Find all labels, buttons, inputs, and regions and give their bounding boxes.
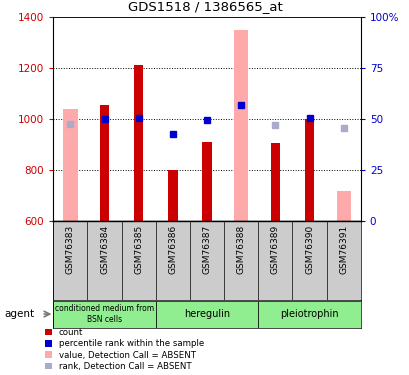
- Bar: [134, 65, 143, 221]
- Text: GSM76385: GSM76385: [134, 224, 143, 274]
- Text: heregulin: heregulin: [184, 309, 229, 319]
- Bar: [234, 30, 248, 221]
- Text: GSM76384: GSM76384: [100, 224, 109, 273]
- Text: pleiotrophin: pleiotrophin: [280, 309, 338, 319]
- Bar: [168, 170, 177, 221]
- Bar: [202, 142, 211, 221]
- Bar: [336, 190, 350, 221]
- Text: GSM76391: GSM76391: [338, 224, 347, 274]
- FancyBboxPatch shape: [53, 301, 155, 328]
- Text: agent: agent: [4, 309, 34, 319]
- Bar: [99, 105, 109, 221]
- Text: GSM76383: GSM76383: [66, 224, 75, 274]
- FancyBboxPatch shape: [258, 301, 360, 328]
- FancyBboxPatch shape: [155, 301, 258, 328]
- Bar: [304, 119, 314, 221]
- Text: GSM76390: GSM76390: [304, 224, 313, 274]
- Bar: [270, 143, 279, 221]
- Text: GDS1518 / 1386565_at: GDS1518 / 1386565_at: [127, 0, 282, 13]
- Text: GSM76389: GSM76389: [270, 224, 279, 274]
- Legend: count, percentile rank within the sample, value, Detection Call = ABSENT, rank, : count, percentile rank within the sample…: [45, 328, 203, 371]
- Text: GSM76387: GSM76387: [202, 224, 211, 274]
- Text: GSM76386: GSM76386: [168, 224, 177, 274]
- Text: conditioned medium from
BSN cells: conditioned medium from BSN cells: [55, 304, 154, 324]
- Text: GSM76388: GSM76388: [236, 224, 245, 274]
- Bar: [63, 109, 77, 221]
